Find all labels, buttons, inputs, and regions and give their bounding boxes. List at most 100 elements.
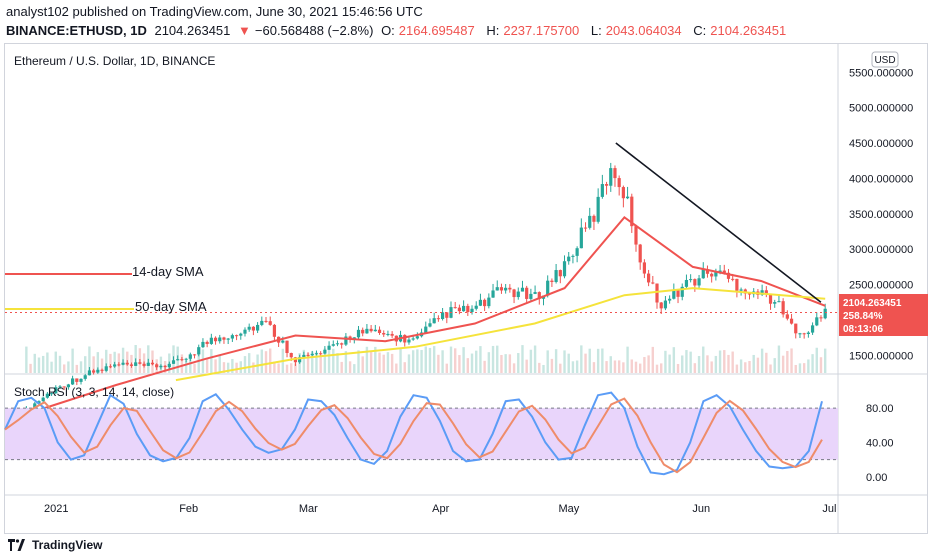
volume-bar bbox=[773, 358, 776, 373]
volume-bar bbox=[252, 362, 255, 373]
volume-bar bbox=[643, 357, 646, 373]
volume-bar bbox=[697, 355, 701, 373]
candle-body bbox=[83, 375, 87, 379]
candle-body bbox=[403, 334, 407, 343]
volume-bars bbox=[25, 345, 827, 373]
volume-bar bbox=[554, 349, 558, 373]
candle-body bbox=[533, 292, 537, 294]
volume-bar bbox=[718, 350, 722, 373]
candle-body bbox=[319, 353, 323, 355]
candle-body bbox=[142, 363, 146, 366]
candle-body bbox=[243, 329, 247, 334]
candle-body bbox=[604, 184, 609, 186]
candle-body bbox=[251, 326, 255, 331]
candle-body bbox=[45, 393, 49, 398]
candle-body bbox=[390, 333, 394, 336]
volume-bar bbox=[596, 348, 600, 373]
volume-bar bbox=[723, 350, 726, 373]
volume-bar bbox=[374, 346, 377, 373]
candle-body bbox=[150, 362, 155, 365]
candle-body bbox=[529, 293, 533, 299]
volume-bar bbox=[664, 350, 667, 373]
candle-body bbox=[197, 347, 201, 355]
sma50-annotation: 50-day SMA bbox=[135, 299, 207, 314]
candle-body bbox=[785, 314, 789, 319]
candle-body bbox=[592, 215, 596, 222]
volume-bar bbox=[395, 363, 398, 373]
volume-bar bbox=[496, 345, 499, 373]
candle-body bbox=[663, 300, 668, 309]
candle-body bbox=[323, 349, 327, 354]
volume-bar bbox=[231, 358, 234, 373]
volume-bar bbox=[210, 349, 213, 373]
currency-button[interactable] bbox=[871, 51, 899, 68]
candle-body bbox=[62, 386, 66, 388]
candle-body bbox=[432, 318, 436, 324]
candle-body bbox=[537, 292, 541, 299]
candle-body bbox=[453, 307, 457, 309]
candle-body bbox=[516, 291, 520, 298]
volume-bar bbox=[500, 354, 503, 373]
stoch-rsi-pane[interactable] bbox=[4, 391, 838, 476]
volume-bar bbox=[386, 352, 390, 373]
volume-bar bbox=[563, 350, 566, 373]
volume-bar bbox=[332, 348, 335, 373]
indicator-lines bbox=[5, 142, 838, 415]
candle-body bbox=[617, 178, 621, 188]
volume-bar bbox=[327, 345, 331, 373]
volume-bar bbox=[193, 363, 196, 373]
time-tick-label: 2021 bbox=[44, 503, 68, 515]
candle-body bbox=[499, 287, 504, 291]
candle-body bbox=[689, 279, 693, 281]
volume-bar bbox=[361, 356, 364, 373]
volume-bar bbox=[470, 353, 474, 373]
candle-body bbox=[411, 338, 415, 340]
volume-bar bbox=[592, 362, 596, 373]
volume-bar bbox=[256, 354, 259, 373]
candle-body bbox=[171, 360, 176, 364]
candle-body bbox=[234, 335, 239, 337]
time-tick-label: Mar bbox=[299, 503, 318, 515]
candle-body bbox=[54, 387, 58, 394]
candle-body bbox=[739, 289, 743, 291]
candle-body bbox=[550, 280, 554, 283]
volume-bar bbox=[302, 349, 306, 373]
volume-bar bbox=[689, 351, 692, 373]
volume-bar bbox=[508, 354, 512, 373]
volume-bar bbox=[752, 354, 755, 373]
volume-bar bbox=[54, 351, 57, 373]
volume-bar bbox=[189, 356, 192, 373]
candle-body bbox=[209, 337, 213, 344]
time-tick-label: Apr bbox=[432, 503, 449, 515]
candle-body bbox=[104, 366, 108, 371]
candle-body bbox=[37, 401, 41, 404]
candlesticks[interactable] bbox=[24, 162, 827, 411]
candle-body bbox=[264, 320, 268, 322]
price-tick-label: 5500.000000 bbox=[849, 67, 913, 79]
volume-bar bbox=[315, 352, 318, 373]
volume-bar bbox=[550, 358, 554, 373]
volume-bar bbox=[676, 363, 680, 373]
low-value: 2043.064034 bbox=[605, 23, 682, 38]
candle-body bbox=[815, 317, 819, 326]
price-tag-timer: 08:13:06 bbox=[843, 324, 883, 335]
price-tag-percent: 258.84% bbox=[843, 311, 883, 322]
candle-body bbox=[462, 305, 466, 312]
volume-bar bbox=[504, 354, 507, 373]
candle-body bbox=[201, 341, 205, 348]
volume-bar bbox=[25, 346, 28, 373]
candle-body bbox=[655, 283, 659, 303]
candle-body bbox=[693, 279, 697, 286]
candle-body bbox=[361, 329, 365, 334]
candle-body bbox=[96, 369, 100, 373]
candle-body bbox=[705, 269, 710, 274]
volume-bar bbox=[479, 346, 482, 373]
candle-body bbox=[66, 384, 71, 388]
candle-body bbox=[41, 397, 45, 402]
price-tick-label: 4000.000000 bbox=[849, 173, 913, 185]
volume-bar bbox=[731, 351, 734, 373]
candle-body bbox=[470, 308, 474, 313]
candle-body bbox=[348, 336, 352, 339]
volume-bar bbox=[668, 354, 671, 373]
